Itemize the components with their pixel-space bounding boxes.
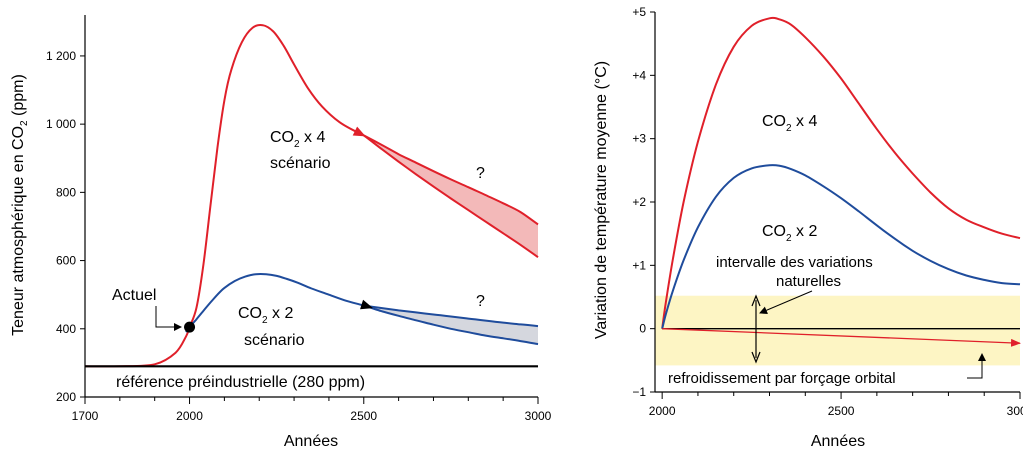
x-tick-label: 2000 xyxy=(649,404,676,418)
y-tick-label: 200 xyxy=(56,390,76,404)
x-tick-label: 1700 xyxy=(72,409,99,423)
y-tick-label: +4 xyxy=(632,68,646,82)
x-axis-title: Années xyxy=(811,433,865,450)
co2x2-label: CO2 x 2 xyxy=(762,223,817,244)
y-tick-label: 400 xyxy=(56,322,76,336)
y-tick-label: 1 200 xyxy=(46,49,76,63)
y-tick-label: +2 xyxy=(632,195,646,209)
temperature-change-chart: 2000 2500 3000 −1 0 +1 +2 +3 +4 +5 Années Variati… xyxy=(593,5,1023,450)
series-line-co2x2_upper xyxy=(363,304,539,328)
y-tick-label: 1 000 xyxy=(46,117,76,131)
axis-ticks: 1700 2000 2500 3000 200 400 600 800 1 000 1 200 xyxy=(46,49,552,423)
actuel-arrow xyxy=(155,306,182,331)
y-tick-label: 0 xyxy=(639,322,646,336)
y-tick-label: +3 xyxy=(632,132,646,146)
co2x4-scenario-label: scénario xyxy=(270,155,331,172)
current-point-dot xyxy=(184,321,196,333)
co2x2-scenario-label: scénario xyxy=(244,332,305,349)
variability-arrow-bottom xyxy=(751,351,761,364)
x-tick-label: 3000 xyxy=(525,409,552,423)
y-tick-label: −1 xyxy=(632,385,646,399)
uncertainty-fill-1 xyxy=(363,305,538,345)
natural-variability-label-1: intervalle des variations xyxy=(716,254,873,271)
natural-variability-label-2: naturelles xyxy=(776,273,841,290)
series-lines xyxy=(661,16,1021,347)
natural-label-pointer xyxy=(759,290,813,314)
x-tick-label: 2500 xyxy=(350,409,377,423)
arrowhead-co2x4 xyxy=(352,126,366,137)
variability-arrow-top xyxy=(751,294,761,307)
y-tick-label: +1 xyxy=(632,258,646,272)
y-tick-label: +5 xyxy=(632,5,646,19)
orbital-forcing-label: refroidissement par forçage orbital xyxy=(668,370,896,387)
uncertainty-question-upper: ? xyxy=(476,165,485,182)
y-tick-label: 600 xyxy=(56,254,76,268)
x-tick-label: 2500 xyxy=(828,404,855,418)
co2x4-label: CO2 x 4 xyxy=(270,129,325,150)
x-axis-title: Années xyxy=(284,433,338,450)
x-tick-label: 2000 xyxy=(176,409,203,423)
co2-concentration-chart: 1700 2000 2500 3000 200 400 600 800 1 000 1 200 A… xyxy=(10,15,552,450)
co2x4-label: CO2 x 4 xyxy=(762,113,817,134)
uncertainty-question-lower: ? xyxy=(476,293,485,310)
series-line-co2x2 xyxy=(661,164,1021,329)
y-axis-title: Variation de température moyenne (°C) xyxy=(593,61,610,339)
baseline-label: référence préindustrielle (280 ppm) xyxy=(116,374,365,391)
series-line-orbital xyxy=(662,328,1021,347)
co2x2-label: CO2 x 2 xyxy=(238,305,293,326)
series-line-co2x2 xyxy=(185,272,539,346)
arrowhead-co2x2 xyxy=(360,299,374,310)
actuel-label: Actuel xyxy=(112,287,156,304)
series-line-co2x4_upper xyxy=(363,134,539,226)
axis-ticks: 2000 2500 3000 −1 0 +1 +2 +3 +4 +5 xyxy=(632,5,1023,418)
y-tick-label: 800 xyxy=(56,185,76,199)
series-line-co2x4 xyxy=(661,16,1021,329)
series-lines xyxy=(84,24,539,368)
y-axis-title: Teneur atmosphérique en CO2 (ppm) xyxy=(10,74,30,336)
orbital-label-pointer xyxy=(967,353,986,379)
x-tick-label: 3000 xyxy=(1007,404,1023,418)
